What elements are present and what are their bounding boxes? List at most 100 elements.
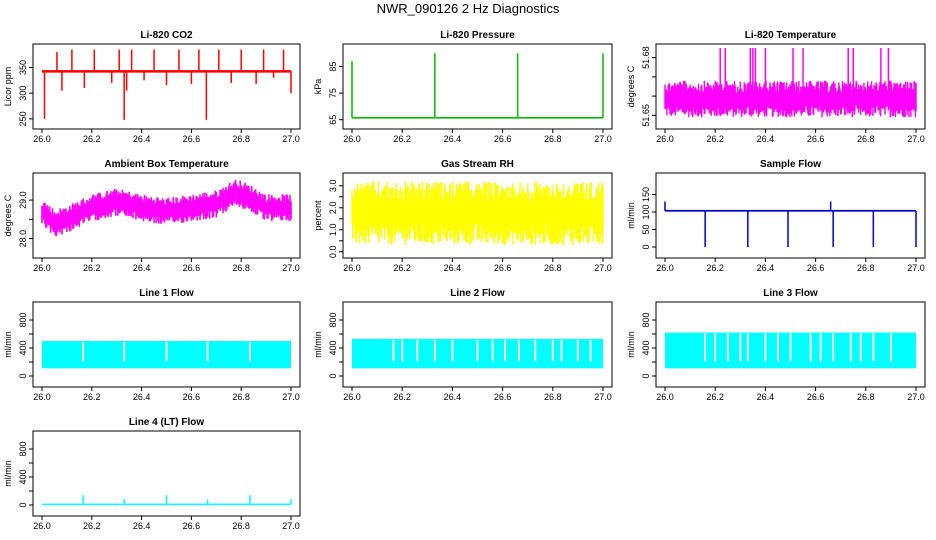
y-axis-label: ml/min [626, 331, 636, 358]
y-tick-label: 800 [18, 441, 28, 456]
plot-frame [32, 301, 301, 388]
y-axis-label: ml/min [3, 460, 13, 487]
data-series [664, 48, 917, 118]
x-tick-label: 26.4 [757, 134, 775, 144]
y-tick-label: 0 [18, 502, 28, 507]
series-band [351, 181, 604, 246]
y-axis-label: degrees C [3, 194, 13, 236]
series-line [42, 503, 291, 506]
x-tick-label: 26.6 [807, 392, 825, 402]
y-axis-label: percent [313, 200, 323, 231]
x-tick-label: 26.8 [857, 392, 875, 402]
y-tick-label: 0.0 [328, 246, 338, 259]
chart-title: Ambient Box Temperature [104, 159, 229, 170]
x-tick-label: 26.0 [33, 392, 51, 402]
y-tick-label: 29.0 [18, 191, 28, 209]
y-tick-label: 400 [18, 340, 28, 355]
plot-frame [655, 43, 926, 130]
y-tick-label: 0 [641, 244, 651, 249]
series-gap [401, 339, 404, 362]
chart-title: Gas Stream RH [441, 159, 514, 170]
x-tick-label: 26.4 [133, 392, 151, 402]
series-band [41, 179, 292, 237]
x-tick-label: 27.0 [282, 521, 300, 531]
series-gap [576, 339, 579, 362]
x-tick-label: 27.0 [594, 263, 612, 273]
data-series [42, 49, 292, 120]
series-gap [534, 339, 537, 362]
x-tick-label: 26.6 [494, 134, 512, 144]
data-series [664, 201, 917, 247]
y-tick-label: 400 [328, 340, 338, 355]
y-tick-label: 3.0 [328, 180, 338, 193]
x-tick-label: 26.2 [83, 392, 101, 402]
series-gap [589, 339, 592, 362]
x-tick-label: 26.4 [444, 392, 462, 402]
data-series [352, 338, 603, 369]
plot-frame [342, 172, 613, 259]
chart-panel-3: Li-820 Temperature 26.0 26.2 26.4 26.6 26.8 27… [626, 30, 926, 144]
plot-frame [32, 430, 301, 517]
plot-frame [32, 172, 301, 259]
y-tick-label: 51.68 [641, 46, 651, 69]
plot-frame [342, 301, 613, 388]
x-tick-label: 26.0 [343, 263, 361, 273]
series-gap [859, 333, 862, 362]
y-axis-label: degrees C [626, 65, 636, 107]
chart-title: Li-820 Pressure [440, 30, 515, 41]
x-tick-label: 26.2 [393, 263, 411, 273]
y-tick-label: 100 [641, 204, 651, 219]
x-tick-label: 26.2 [83, 134, 101, 144]
x-tick-label: 26.0 [33, 134, 51, 144]
x-tick-label: 26.8 [232, 392, 250, 402]
chart-title: Li-820 CO2 [140, 30, 193, 41]
x-tick-label: 26.8 [232, 521, 250, 531]
data-series [665, 332, 916, 369]
y-tick-label: 0 [641, 373, 651, 378]
x-tick-label: 26.6 [183, 134, 201, 144]
series-gap [551, 339, 554, 362]
series-gap [82, 342, 85, 362]
x-tick-label: 26.6 [494, 263, 512, 273]
x-tick-label: 26.6 [183, 392, 201, 402]
page-title: NWR_090126 2 Hz Diagnostics [376, 1, 560, 16]
series-gap [726, 333, 729, 362]
series-gap [714, 333, 717, 362]
y-tick-label: 800 [18, 312, 28, 327]
x-tick-label: 26.4 [444, 134, 462, 144]
series-gap [776, 333, 779, 362]
x-tick-label: 27.0 [282, 392, 300, 402]
series-line [352, 117, 603, 119]
series-band [664, 80, 917, 118]
y-tick-label: 250 [18, 111, 28, 126]
data-series [41, 179, 292, 237]
chart-panel-2: Li-820 Pressure 26.0 26.2 26.4 26.6 26.8 27.0 6… [313, 30, 613, 144]
y-tick-label: 85 [328, 62, 338, 72]
series-gap [789, 333, 792, 362]
chart-panel-8: Line 2 Flow 26.0 26.2 26.4 26.6 26.8 27.0 0 400 8… [313, 288, 613, 402]
x-tick-label: 26.0 [33, 263, 51, 273]
y-tick-label: 51.65 [641, 104, 651, 127]
data-series [42, 495, 292, 506]
x-tick-label: 26.4 [757, 263, 775, 273]
chart-panel-7: Line 1 Flow 26.0 26.2 26.4 26.6 26.8 27.0 0 400 8… [3, 288, 301, 402]
series-line [665, 209, 916, 212]
y-tick-label: 0 [18, 373, 28, 378]
series-gap [819, 333, 822, 362]
y-tick-label: 65 [328, 115, 338, 125]
x-tick-label: 26.2 [393, 392, 411, 402]
plot-frame [32, 43, 301, 130]
x-tick-label: 26.2 [83, 263, 101, 273]
chart-title: Line 3 Flow [763, 288, 818, 299]
y-axis-label: ml/min [626, 202, 636, 229]
series-gap [165, 342, 168, 362]
x-tick-label: 27.0 [907, 392, 925, 402]
series-gap [889, 333, 892, 362]
x-tick-label: 26.0 [343, 134, 361, 144]
x-tick-label: 26.6 [183, 263, 201, 273]
x-tick-label: 27.0 [907, 263, 925, 273]
y-tick-label: 350 [18, 60, 28, 75]
data-series [42, 341, 291, 369]
series-gap [746, 333, 749, 362]
chart-title: Line 4 (LT) Flow [129, 417, 205, 428]
